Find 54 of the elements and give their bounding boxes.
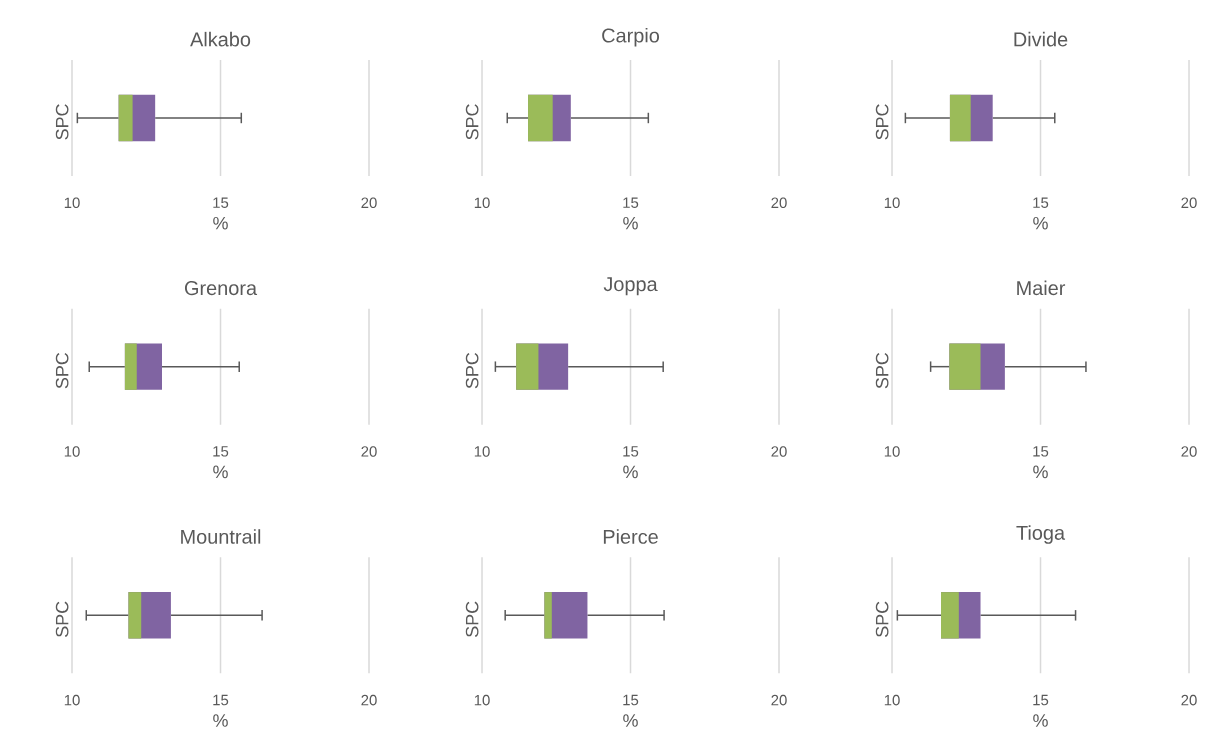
x-tick-label: 20 bbox=[1181, 446, 1197, 457]
chart-title: Maier bbox=[1017, 280, 1066, 296]
x-axis-title: % bbox=[623, 465, 638, 479]
x-tick-label: 10 bbox=[474, 197, 490, 209]
x-tick-label: 20 bbox=[361, 446, 377, 457]
y-tick-label: SPC bbox=[465, 601, 479, 637]
x-tick-label: 10 bbox=[884, 446, 900, 457]
x-tick-label: 20 bbox=[361, 694, 377, 706]
y-tick-label: SPC bbox=[875, 601, 889, 637]
x-axis-title: % bbox=[213, 216, 228, 230]
x-tick-label: 20 bbox=[771, 446, 787, 457]
x-tick-label: 15 bbox=[213, 197, 229, 208]
x-tick-label: 10 bbox=[64, 694, 80, 706]
x-tick-label: 15 bbox=[623, 446, 639, 457]
x-axis-title: % bbox=[213, 465, 228, 479]
y-tick-label: SPC bbox=[55, 601, 69, 637]
x-tick-label: 15 bbox=[623, 197, 639, 208]
chart-title: Carpio bbox=[602, 27, 660, 47]
y-tick-label: SPC bbox=[875, 352, 889, 389]
x-tick-label: 20 bbox=[1181, 694, 1197, 706]
chart-title: Tioga bbox=[1016, 525, 1066, 544]
x-tick-label: 10 bbox=[474, 694, 490, 706]
y-tick-label: SPC bbox=[55, 104, 69, 140]
x-tick-label: 10 bbox=[64, 446, 80, 457]
y-tick-label: SPC bbox=[465, 104, 479, 140]
x-tick-label: 10 bbox=[474, 446, 490, 457]
x-tick-label: 15 bbox=[623, 694, 639, 706]
chart-title: Divide bbox=[1014, 31, 1068, 47]
chart-title: Alkabo bbox=[190, 31, 251, 47]
chart-title: Pierce bbox=[603, 529, 658, 544]
chart-title: Joppa bbox=[603, 277, 658, 296]
x-tick-label: 15 bbox=[1033, 197, 1049, 208]
x-tick-label: 20 bbox=[361, 197, 377, 209]
chart-title: Mountrail bbox=[181, 529, 261, 544]
y-tick-label: SPC bbox=[55, 352, 69, 389]
chart-title: Grenora bbox=[184, 281, 258, 296]
x-tick-label: 20 bbox=[1181, 197, 1197, 209]
x-tick-label: 10 bbox=[64, 197, 80, 209]
x-tick-label: 15 bbox=[1033, 694, 1049, 706]
x-axis-title: % bbox=[1033, 465, 1048, 479]
y-tick-label: SPC bbox=[465, 352, 479, 389]
x-axis-title: % bbox=[623, 216, 638, 230]
x-tick-label: 20 bbox=[771, 694, 787, 706]
x-axis-title: % bbox=[213, 714, 228, 727]
x-tick-label: 20 bbox=[771, 197, 787, 209]
y-tick-label: SPC bbox=[875, 104, 889, 140]
x-axis-title: % bbox=[1033, 216, 1048, 230]
x-tick-label: 15 bbox=[1033, 446, 1049, 457]
x-axis-title: % bbox=[623, 714, 638, 727]
x-tick-label: 10 bbox=[884, 197, 900, 209]
x-tick-label: 10 bbox=[884, 694, 900, 706]
x-axis-title: % bbox=[1033, 714, 1048, 727]
x-tick-label: 15 bbox=[213, 694, 229, 706]
x-tick-label: 15 bbox=[213, 446, 229, 457]
